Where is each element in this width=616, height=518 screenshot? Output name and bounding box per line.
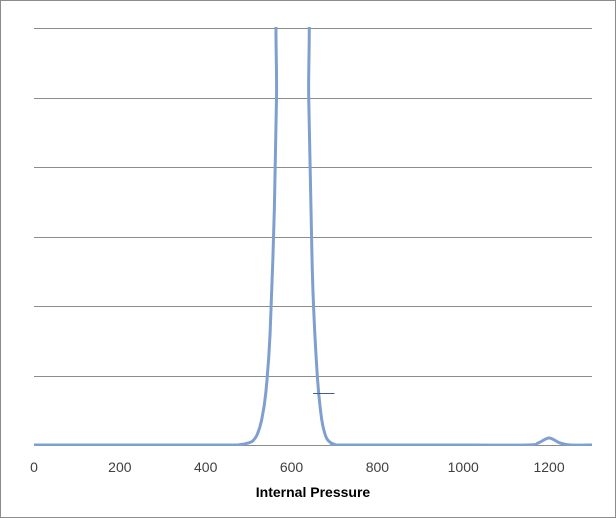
x-tick-label-600: 600 (280, 459, 304, 475)
series-layer (34, 27, 592, 446)
x-tick-label-1200: 1200 (533, 459, 564, 475)
x-axis-title: Internal Pressure (256, 484, 371, 500)
series-line-0 (34, 27, 592, 446)
x-tick-labels: 0 200 400 600 800 1000 1200 (30, 459, 565, 475)
x-tick-label-200: 200 (108, 459, 132, 475)
x-tick-label-1000: 1000 (448, 459, 479, 475)
x-tick-label-400: 400 (194, 459, 218, 475)
x-tick-label-800: 800 (366, 459, 390, 475)
x-tick-label-0: 0 (30, 459, 38, 475)
